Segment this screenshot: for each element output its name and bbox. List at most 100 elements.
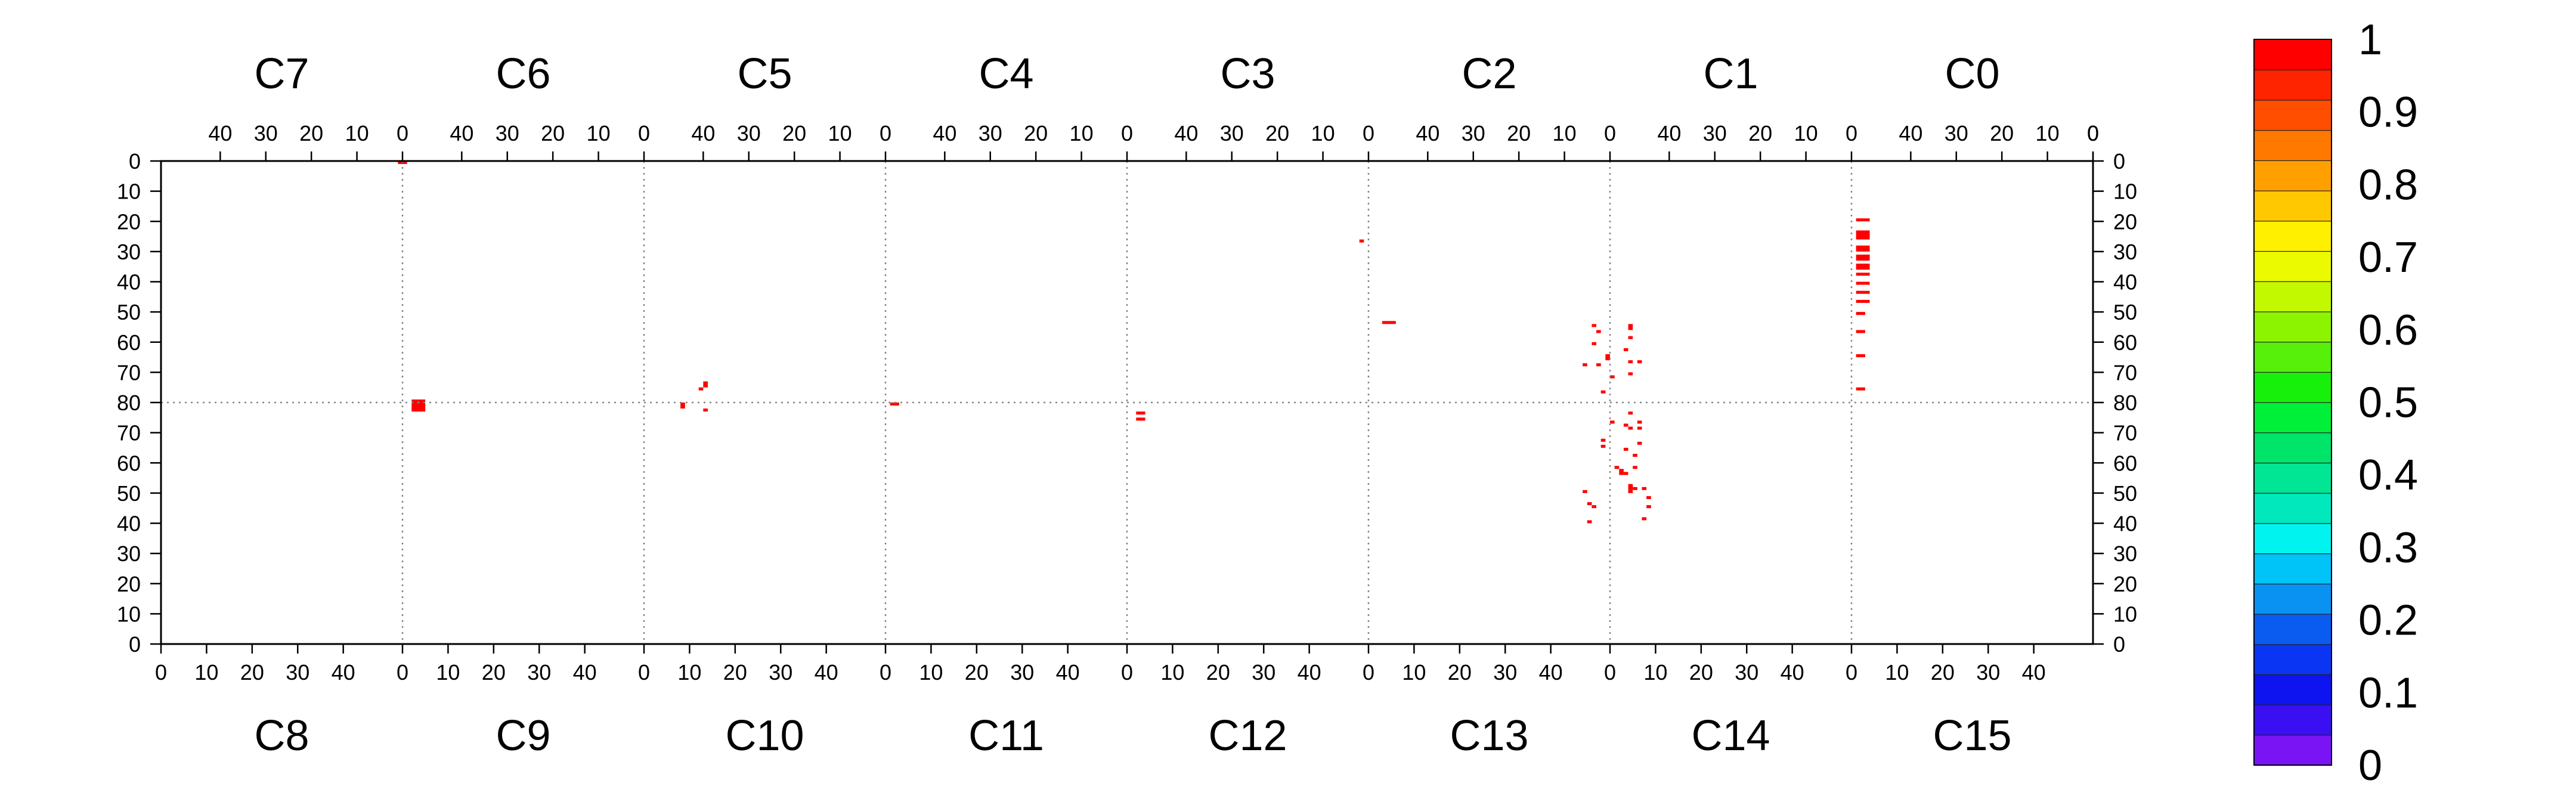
y-tick-label-right: 60 bbox=[2113, 330, 2137, 355]
hit-cell bbox=[703, 381, 708, 388]
hit-cell bbox=[1600, 438, 1606, 442]
colorbar-band bbox=[2253, 220, 2332, 252]
y-tick-label-right: 20 bbox=[2113, 572, 2137, 596]
hits-layer bbox=[398, 161, 1870, 524]
chip-label-bottom: C9 bbox=[496, 712, 550, 760]
colorbar-tick-label: 0.5 bbox=[2358, 379, 2418, 427]
bottom-x-tick-label: 40 bbox=[1781, 660, 1804, 685]
top-x-tick-label: 0 bbox=[397, 121, 408, 145]
bottom-x-tick-label: 40 bbox=[1056, 660, 1080, 685]
hit-cell bbox=[1600, 444, 1606, 448]
top-x-tick-label: 30 bbox=[1703, 121, 1727, 145]
bottom-x-tick-label: 10 bbox=[1643, 660, 1667, 685]
hit-cell bbox=[1856, 281, 1870, 285]
top-x-tick-label: 0 bbox=[638, 121, 650, 145]
top-x-tick-label: 20 bbox=[782, 121, 806, 145]
bottom-x-tick-label: 20 bbox=[1689, 660, 1713, 685]
top-x-tick-label: 10 bbox=[1070, 121, 1094, 145]
bottom-x-tick-label: 20 bbox=[240, 660, 264, 685]
bottom-x-tick-label: 0 bbox=[155, 660, 167, 685]
hit-cell bbox=[1583, 490, 1587, 493]
colorbar-band bbox=[2253, 69, 2332, 101]
top-x-tick-label: 30 bbox=[979, 121, 1002, 145]
colorbar-tick-label: 0.8 bbox=[2358, 161, 2418, 209]
bottom-x-tick-label: 0 bbox=[880, 660, 891, 685]
chip-label-top: C1 bbox=[1703, 50, 1758, 98]
chip-label-bottom: C15 bbox=[1933, 712, 2011, 760]
y-tick-label-left: 0 bbox=[129, 632, 141, 657]
top-x-tick-label: 30 bbox=[737, 121, 761, 145]
hit-cell bbox=[1856, 299, 1870, 303]
chip-label-bottom: C13 bbox=[1450, 712, 1528, 760]
top-x-tick-label: 0 bbox=[2087, 121, 2099, 145]
bottom-x-tick-label: 10 bbox=[194, 660, 218, 685]
hit-cell bbox=[1596, 363, 1601, 367]
colorbar-band bbox=[2253, 190, 2332, 222]
colorbar-band bbox=[2253, 99, 2332, 131]
colorbar-band bbox=[2253, 341, 2332, 373]
hit-cell bbox=[1587, 520, 1592, 524]
hit-cell bbox=[411, 399, 426, 412]
top-x-tick-label: 30 bbox=[254, 121, 278, 145]
hit-cell bbox=[1628, 372, 1633, 376]
y-tick-label-left: 20 bbox=[117, 572, 141, 596]
y-tick-label-right: 10 bbox=[2113, 179, 2137, 204]
chip-label-top: C2 bbox=[1462, 50, 1516, 98]
bottom-x-tick-label: 10 bbox=[919, 660, 943, 685]
hit-cell bbox=[1633, 466, 1637, 469]
chip-label-top: C6 bbox=[496, 50, 550, 98]
top-x-tick-label: 10 bbox=[345, 121, 369, 145]
bottom-x-tick-label: 20 bbox=[1206, 660, 1230, 685]
bottom-x-tick-label: 30 bbox=[1735, 660, 1758, 685]
top-x-tick-label: 40 bbox=[208, 121, 232, 145]
bottom-x-tick-label: 30 bbox=[769, 660, 792, 685]
colorbar-band bbox=[2253, 311, 2332, 343]
top-x-tick-label: 10 bbox=[828, 121, 852, 145]
colorbar-band bbox=[2253, 129, 2332, 162]
colorbar-tick-label: 1 bbox=[2358, 16, 2382, 64]
colorbar-band bbox=[2253, 553, 2332, 584]
bottom-x-tick-label: 10 bbox=[1402, 660, 1426, 685]
hit-cell bbox=[1359, 239, 1364, 243]
bottom-x-tick-label: 30 bbox=[1010, 660, 1034, 685]
top-x-tick-label: 20 bbox=[299, 121, 323, 145]
top-x-tick-label: 0 bbox=[1363, 121, 1374, 145]
y-tick-label-right: 50 bbox=[2113, 300, 2137, 324]
top-x-tick-label: 20 bbox=[1990, 121, 2014, 145]
hit-cell bbox=[1592, 324, 1597, 327]
hit-cell bbox=[1856, 273, 1870, 276]
top-x-tick-label: 40 bbox=[450, 121, 473, 145]
colorbar-tick-label: 0.7 bbox=[2358, 234, 2418, 281]
bottom-x-tick-label: 10 bbox=[677, 660, 701, 685]
bottom-x-tick-label: 10 bbox=[436, 660, 460, 685]
colorbar-band bbox=[2253, 39, 2332, 70]
top-x-tick-label: 40 bbox=[1174, 121, 1198, 145]
hit-cell bbox=[1856, 354, 1865, 358]
hit-cell bbox=[1596, 330, 1601, 333]
hit-cell bbox=[1605, 354, 1610, 361]
y-tick-label-right: 20 bbox=[2113, 209, 2137, 234]
hit-cell bbox=[1583, 363, 1587, 367]
y-tick-label-right: 80 bbox=[2113, 391, 2137, 415]
colorbar-band bbox=[2253, 160, 2332, 191]
bottom-x-tick-label: 20 bbox=[965, 660, 989, 685]
hit-cell bbox=[1623, 447, 1628, 451]
hit-cell bbox=[1646, 496, 1651, 499]
hit-cell bbox=[1637, 441, 1642, 445]
hit-cell bbox=[1856, 218, 1870, 222]
top-x-tick-label: 0 bbox=[1604, 121, 1616, 145]
colorbar-frame bbox=[2253, 39, 2332, 766]
colorbar-band bbox=[2253, 250, 2332, 282]
colorbar-tick-label: 0.9 bbox=[2358, 89, 2418, 137]
hit-cell bbox=[1587, 502, 1592, 506]
hit-cell bbox=[1856, 330, 1865, 333]
hit-cell bbox=[1637, 426, 1642, 430]
hit-cell bbox=[1642, 517, 1647, 521]
top-x-tick-label: 10 bbox=[2036, 121, 2060, 145]
chip-label-bottom: C11 bbox=[968, 712, 1044, 760]
bottom-x-tick-label: 40 bbox=[2022, 660, 2046, 685]
hit-cell bbox=[698, 387, 704, 391]
hit-cell bbox=[1628, 490, 1633, 493]
hit-cell bbox=[1637, 420, 1642, 424]
